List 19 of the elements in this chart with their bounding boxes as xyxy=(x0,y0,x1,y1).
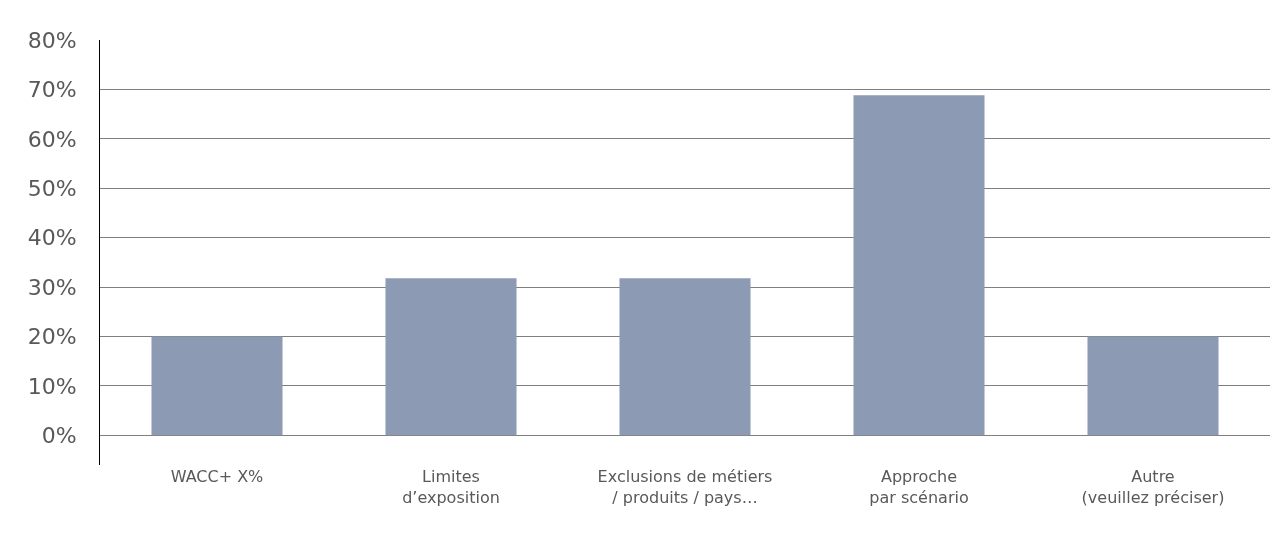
y-tick-label: 20% xyxy=(27,324,77,350)
y-tick-label: 70% xyxy=(27,77,77,103)
y-tick-label: 50% xyxy=(27,175,77,201)
y-tick-label: 40% xyxy=(27,225,77,251)
y-tick-label: 0% xyxy=(41,423,77,449)
y-tick-label: 10% xyxy=(27,373,77,399)
bar xyxy=(385,278,517,436)
bar xyxy=(853,95,985,436)
x-tick-label: Autre (veuillez préciser) xyxy=(1081,467,1225,507)
y-tick-label: 80% xyxy=(27,27,77,53)
x-tick-label: Exclusions de métiers / produits / pays… xyxy=(597,467,773,507)
bar xyxy=(1087,336,1219,436)
x-tick-label: Limites d’exposition xyxy=(402,467,500,507)
bar xyxy=(619,278,751,436)
bar xyxy=(151,336,283,436)
x-tick-label: Approche par scénario xyxy=(869,467,969,507)
y-tick-label: 60% xyxy=(27,126,77,152)
x-tick-label: WACC+ X% xyxy=(170,467,264,486)
y-tick-label: 30% xyxy=(27,274,77,300)
